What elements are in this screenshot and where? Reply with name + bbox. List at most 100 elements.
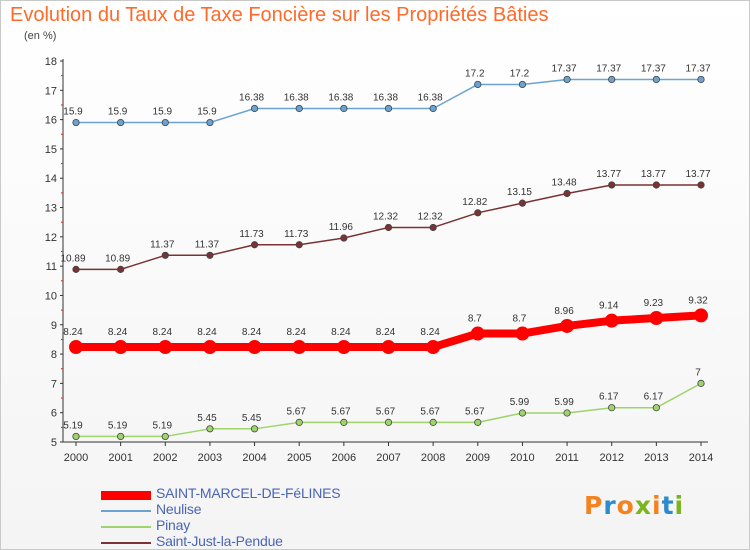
legend-label-saint-marcel-de-f-lines: SAINT-MARCEL-DE-FéLINES	[156, 485, 341, 501]
y-tick-label: 11	[46, 261, 57, 273]
data-label-pinay: 5.67	[331, 406, 351, 417]
legend-label-pinay: Pinay	[156, 517, 191, 533]
data-label-pinay: 5.45	[197, 413, 217, 424]
y-tick-label: 8	[51, 349, 57, 361]
x-tick-label: 2008	[421, 452, 445, 464]
data-point-neulise	[295, 104, 303, 113]
data-label-neulise: 15.9	[108, 107, 128, 118]
y-tick-label: 13	[45, 203, 57, 215]
data-point-neulise	[72, 118, 80, 127]
data-point-pinay	[161, 432, 169, 441]
data-point-saint-just-la-pendue	[384, 223, 393, 232]
data-label-neulise: 15.9	[153, 107, 173, 118]
data-point-saint-marcel-de-f-lines	[649, 311, 664, 326]
data-point-neulise	[518, 80, 527, 89]
data-label-saint-marcel-de-f-lines: 8.24	[420, 327, 440, 338]
data-point-neulise	[429, 104, 437, 113]
data-label-saint-just-la-pendue: 11.37	[195, 239, 220, 250]
data-label-saint-just-la-pendue: 12.32	[418, 211, 443, 222]
logo-letter: i	[674, 491, 685, 520]
unit-label: (en %)	[24, 30, 57, 42]
legend-label-saint-just-la-pendue: Saint-Just-la-Pendue	[156, 533, 283, 549]
data-label-neulise: 16.38	[418, 92, 443, 103]
y-tick-label: 10	[45, 290, 57, 302]
data-point-neulise	[206, 118, 214, 127]
x-tick-label: 2010	[510, 452, 534, 464]
x-tick-label: 2014	[689, 452, 713, 464]
data-point-pinay	[340, 418, 348, 426]
y-tick-label: 6	[51, 408, 57, 420]
data-point-saint-marcel-de-f-lines	[470, 326, 485, 341]
data-point-pinay	[563, 409, 571, 417]
data-label-pinay: 6.17	[644, 392, 664, 403]
data-label-pinay: 5.19	[63, 420, 83, 431]
data-label-saint-marcel-de-f-lines: 8.96	[554, 306, 574, 317]
x-tick-label: 2007	[376, 452, 400, 464]
y-tick-label: 7	[51, 378, 57, 390]
logo-letter: r	[603, 491, 617, 520]
data-point-saint-just-la-pendue	[518, 199, 527, 207]
logo-letter: i	[652, 491, 662, 520]
data-point-pinay	[518, 409, 527, 417]
data-label-saint-marcel-de-f-lines: 8.24	[376, 327, 396, 338]
y-tick-label: 9	[51, 320, 57, 332]
x-tick-label: 2000	[64, 452, 88, 464]
data-point-pinay	[250, 425, 259, 433]
data-label-saint-marcel-de-f-lines: 8.24	[108, 327, 128, 338]
data-point-saint-marcel-de-f-lines	[560, 318, 575, 333]
data-point-neulise	[652, 75, 660, 84]
data-point-saint-marcel-de-f-lines	[247, 340, 262, 355]
data-point-saint-just-la-pendue	[161, 251, 169, 259]
data-point-neulise	[697, 75, 705, 84]
data-point-saint-marcel-de-f-lines	[202, 340, 217, 355]
data-point-neulise	[384, 104, 393, 113]
data-label-saint-marcel-de-f-lines: 8.7	[512, 314, 526, 325]
data-label-saint-just-la-pendue: 12.82	[462, 197, 487, 208]
data-label-saint-just-la-pendue: 10.89	[105, 253, 130, 264]
proxiti-logo: Proxiti	[584, 491, 684, 520]
logo-letter: P	[584, 491, 604, 520]
logo-letter: x	[634, 491, 652, 520]
data-label-pinay: 5.19	[153, 420, 173, 431]
data-point-saint-just-la-pendue	[72, 265, 80, 273]
data-label-neulise: 17.37	[552, 63, 577, 74]
data-point-neulise	[563, 75, 571, 84]
data-label-saint-marcel-de-f-lines: 8.24	[63, 327, 83, 338]
data-label-pinay: 5.67	[420, 406, 440, 417]
data-point-neulise	[474, 80, 482, 89]
data-point-neulise	[117, 118, 125, 127]
data-point-saint-just-la-pendue	[250, 241, 259, 249]
legend-swatch-pinay	[101, 526, 151, 528]
data-label-neulise: 17.37	[641, 63, 666, 74]
x-tick-label: 2002	[153, 452, 177, 464]
data-label-pinay: 5.67	[376, 406, 396, 417]
data-label-saint-marcel-de-f-lines: 9.14	[599, 301, 619, 312]
data-label-pinay: 5.45	[242, 413, 262, 424]
data-label-pinay: 5.67	[286, 406, 306, 417]
data-label-neulise: 15.9	[197, 107, 217, 118]
data-point-pinay	[608, 404, 616, 412]
logo-letter: t	[661, 491, 675, 520]
data-label-saint-just-la-pendue: 11.96	[329, 222, 354, 233]
data-point-neulise	[608, 75, 616, 84]
data-point-pinay	[652, 404, 660, 412]
data-point-saint-marcel-de-f-lines	[426, 340, 441, 355]
data-point-neulise	[250, 104, 259, 113]
data-label-saint-just-la-pendue: 11.37	[150, 239, 175, 250]
data-label-pinay: 7	[695, 367, 701, 378]
data-label-neulise: 17.37	[685, 63, 710, 74]
data-label-saint-just-la-pendue: 13.77	[596, 169, 621, 180]
data-label-saint-marcel-de-f-lines: 8.24	[286, 327, 306, 338]
y-tick-label: 14	[45, 173, 57, 185]
data-label-saint-marcel-de-f-lines: 8.24	[331, 327, 351, 338]
data-label-pinay: 6.17	[599, 392, 619, 403]
legend-swatch-neulise	[101, 510, 151, 512]
data-label-saint-just-la-pendue: 12.32	[373, 211, 398, 222]
data-point-saint-marcel-de-f-lines	[515, 326, 530, 341]
data-label-saint-marcel-de-f-lines: 8.24	[242, 327, 262, 338]
data-point-pinay	[429, 418, 437, 426]
data-label-neulise: 17.2	[465, 68, 485, 79]
data-point-pinay	[295, 418, 303, 426]
data-label-neulise: 16.38	[239, 92, 264, 103]
